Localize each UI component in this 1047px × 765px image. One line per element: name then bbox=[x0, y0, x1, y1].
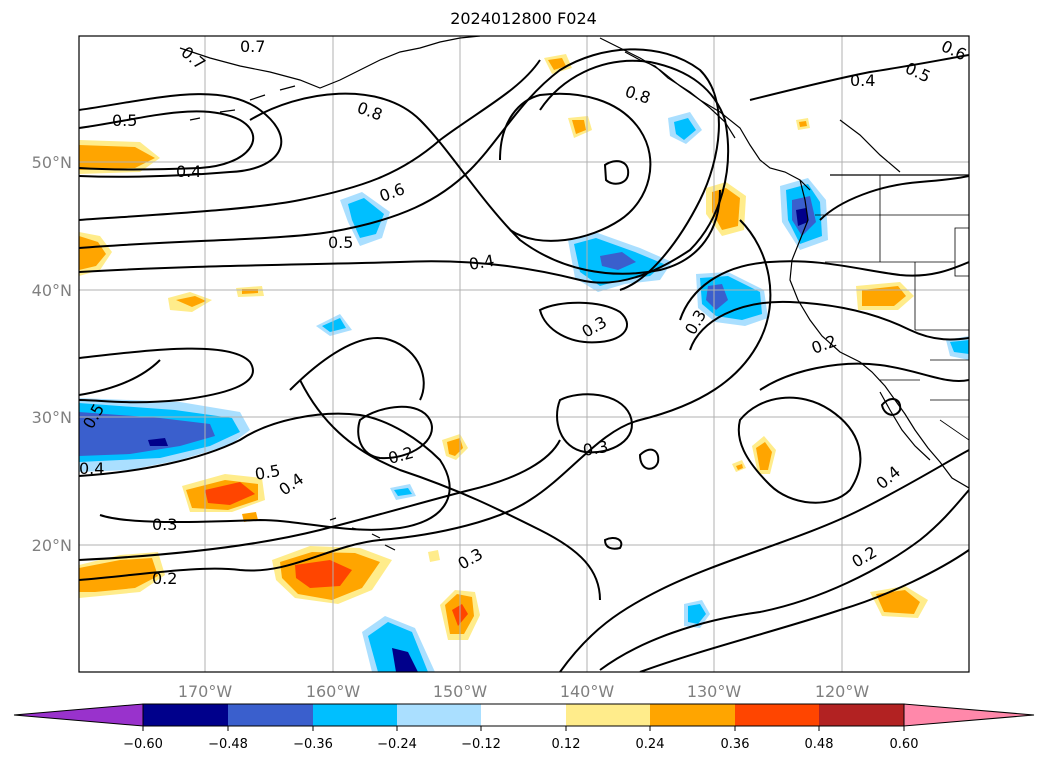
colorbar-segment bbox=[566, 704, 650, 726]
lon-label-140w: 140°W bbox=[560, 682, 615, 701]
contour-label: 0.4 bbox=[467, 251, 495, 274]
lon-label-150w: 150°W bbox=[433, 682, 488, 701]
lon-label-170w: 170°W bbox=[178, 682, 233, 701]
map-area bbox=[79, 36, 969, 672]
lat-label-20n: 20°N bbox=[32, 536, 72, 555]
colorbar-segment bbox=[143, 704, 228, 726]
aleutian-islands bbox=[189, 85, 296, 121]
colorbar: −0.60 −0.48 −0.36 −0.24 −0.12 0.12 0.24 … bbox=[13, 703, 1035, 752]
lat-labels: 50°N 40°N 30°N 20°N bbox=[32, 153, 72, 555]
colorbar-segment bbox=[313, 704, 397, 726]
colorbar-tick-label: −0.60 bbox=[123, 737, 163, 752]
contour-lines bbox=[79, 48, 969, 672]
contour-label: 0.3 bbox=[152, 515, 177, 534]
contour-label: 0.5 bbox=[112, 111, 137, 130]
contour-label: 0.7 bbox=[240, 37, 265, 56]
colorbar-tick-label: 0.48 bbox=[805, 737, 834, 752]
colorbar-tick-label: 0.24 bbox=[636, 737, 665, 752]
colorbar-segment bbox=[819, 704, 904, 726]
lat-label-30n: 30°N bbox=[32, 408, 72, 427]
colorbar-tick-label: −0.36 bbox=[293, 737, 333, 752]
west-coast bbox=[789, 179, 969, 489]
baja-coast bbox=[879, 391, 931, 461]
contour-label: 0.4 bbox=[79, 459, 104, 478]
alaska-coast bbox=[179, 36, 481, 89]
map-title: 2024012800 F024 bbox=[450, 9, 597, 28]
lon-label-160w: 160°W bbox=[306, 682, 361, 701]
colorbar-tick-label: 0.36 bbox=[721, 737, 750, 752]
contour-label: 0.3 bbox=[581, 437, 609, 460]
colorbar-segment bbox=[735, 704, 819, 726]
coastlines bbox=[179, 36, 969, 551]
colorbar-max-extend bbox=[903, 703, 1035, 727]
colorbar-tick-label: 0.12 bbox=[552, 737, 581, 752]
colorbar-segment bbox=[228, 704, 313, 726]
contour-label: 0.2 bbox=[152, 569, 177, 588]
colorbar-tick-label: −0.48 bbox=[208, 737, 248, 752]
contour-label: 0.5 bbox=[328, 233, 353, 252]
colorbar-tick-label: −0.24 bbox=[377, 737, 417, 752]
lon-labels: 170°W 160°W 150°W 140°W 130°W 120°W bbox=[178, 682, 870, 701]
lat-label-40n: 40°N bbox=[32, 281, 72, 300]
map-frame bbox=[78, 35, 970, 673]
colorbar-segment bbox=[481, 704, 566, 726]
contour-label: 0.4 bbox=[850, 71, 875, 90]
colorbar-min-extend bbox=[13, 703, 144, 727]
colorbar-tick-label: 0.60 bbox=[890, 737, 919, 752]
lat-label-50n: 50°N bbox=[32, 153, 72, 172]
colorbar-segment bbox=[397, 704, 481, 726]
lon-label-130w: 130°W bbox=[687, 682, 742, 701]
colorbar-segment bbox=[650, 704, 735, 726]
contour-label: 0.4 bbox=[176, 162, 201, 181]
colorbar-tick-label: −0.12 bbox=[461, 737, 501, 752]
lon-label-120w: 120°W bbox=[815, 682, 870, 701]
contour-label: 0.5 bbox=[253, 461, 281, 484]
